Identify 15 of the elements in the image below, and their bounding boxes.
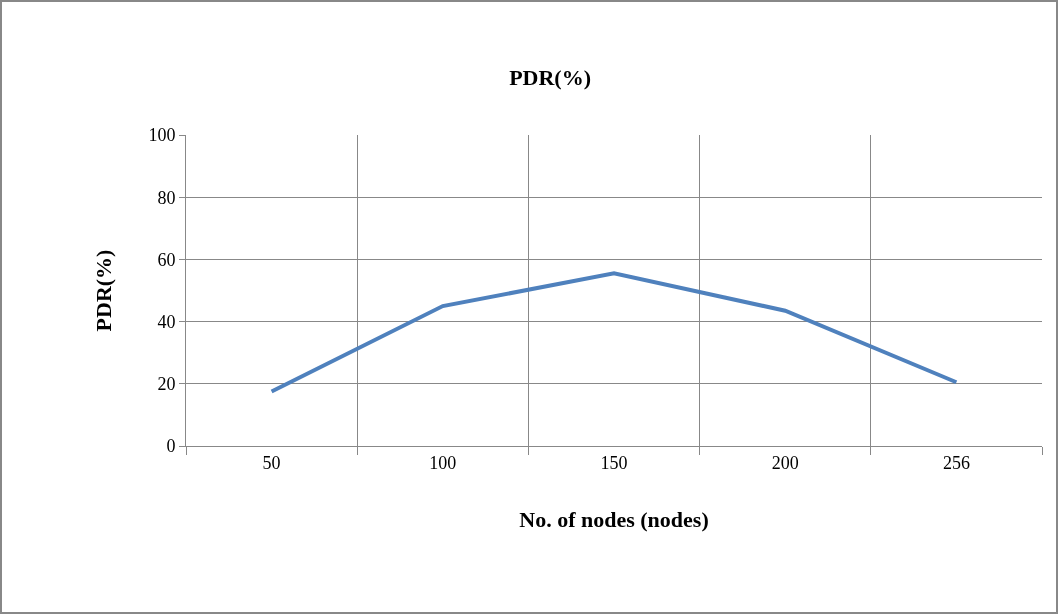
y-tick-label: 100 xyxy=(148,125,176,146)
y-tick-label: 80 xyxy=(157,187,176,208)
x-tick-label: 100 xyxy=(429,452,457,473)
x-axis-title: No. of nodes (nodes) xyxy=(519,507,709,533)
y-axis-title: PDR(%) xyxy=(91,249,117,332)
x-tick-label: 256 xyxy=(942,452,970,473)
x-tick-label: 200 xyxy=(771,452,799,473)
y-tick-label: 60 xyxy=(157,249,176,270)
line-series xyxy=(269,271,959,394)
y-tick-label: 20 xyxy=(157,374,176,395)
x-tick-label: 50 xyxy=(262,452,281,473)
x-tick-label: 150 xyxy=(600,452,628,473)
y-tick-label: 40 xyxy=(157,311,176,332)
chart-title: PDR(%) xyxy=(509,64,592,90)
y-tick-label: 0 xyxy=(166,436,176,457)
